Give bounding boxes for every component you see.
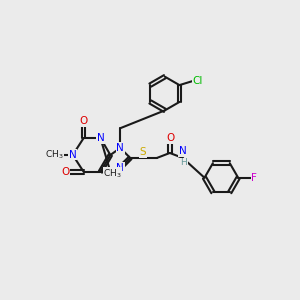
Text: O: O bbox=[80, 116, 88, 126]
Text: N: N bbox=[179, 146, 187, 156]
Text: O: O bbox=[167, 133, 175, 143]
Text: N: N bbox=[116, 163, 124, 173]
Text: $\mathregular{CH_3}$: $\mathregular{CH_3}$ bbox=[103, 167, 122, 180]
Text: $\mathregular{CH_3}$: $\mathregular{CH_3}$ bbox=[45, 149, 63, 161]
Text: Cl: Cl bbox=[192, 76, 202, 86]
Text: S: S bbox=[140, 147, 146, 157]
Text: N: N bbox=[97, 133, 104, 143]
Text: O: O bbox=[62, 167, 70, 177]
Text: N: N bbox=[116, 143, 124, 153]
Text: N: N bbox=[69, 150, 76, 160]
Text: F: F bbox=[251, 173, 257, 183]
Text: H: H bbox=[180, 158, 187, 167]
